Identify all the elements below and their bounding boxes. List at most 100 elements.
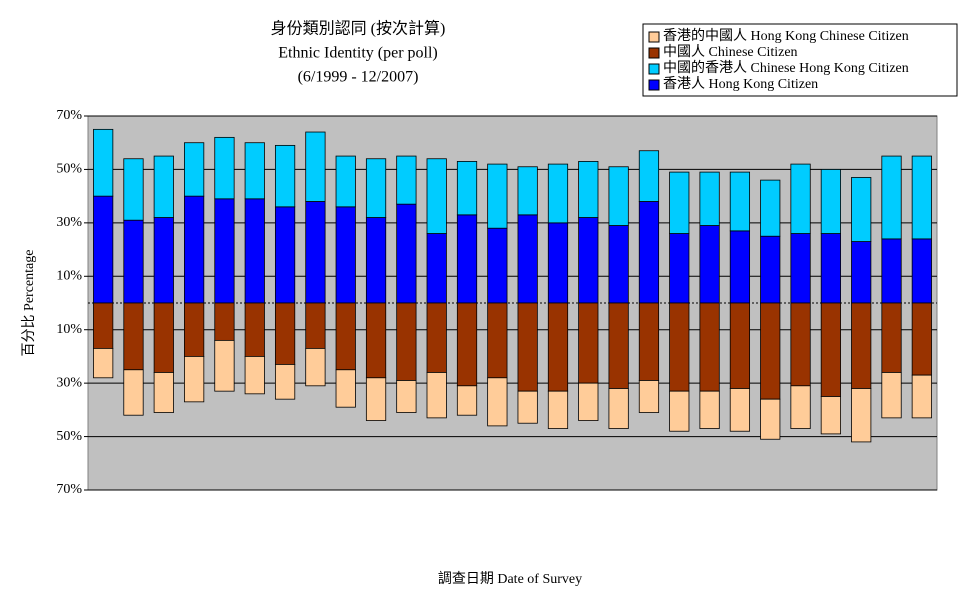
bar-segment: [578, 161, 599, 218]
bar-segment: [305, 348, 326, 387]
y-tick-label: 70%: [56, 108, 82, 123]
bar-segment: [487, 302, 508, 379]
bar-segment: [93, 348, 114, 379]
bar-segment: [729, 171, 751, 232]
bar-segment: [184, 302, 205, 357]
bar-segment: [911, 238, 932, 304]
legend-box: [642, 23, 958, 97]
bar-segment: [608, 302, 629, 389]
bar-segment: [881, 238, 902, 304]
bar-segment: [760, 179, 781, 237]
bar-segment: [851, 241, 872, 304]
bar-segment: [790, 302, 811, 387]
bar-segment: [820, 169, 841, 234]
bar-segment: [396, 380, 417, 413]
bar-segment: [184, 195, 205, 304]
bar-segment: [517, 214, 538, 304]
bar-segment: [123, 369, 144, 416]
bar-segment: [426, 158, 447, 234]
bar-segment: [851, 302, 872, 389]
bar-segment: [790, 233, 811, 304]
bar-segment: [608, 225, 629, 304]
bar-segment: [699, 302, 720, 392]
bar-segment: [699, 225, 720, 304]
y-tick-label: 50%: [56, 162, 82, 177]
bar-segment: [365, 217, 387, 304]
bar-segment: [638, 150, 660, 202]
x-axis-label: 調查日期 Date of Survey: [438, 571, 582, 587]
bar-segment: [426, 302, 447, 373]
bar-segment: [214, 136, 235, 200]
bar-segment: [608, 388, 629, 429]
bar-segment: [608, 166, 629, 226]
y-tick-label: 10%: [56, 269, 82, 284]
legend-label: 中國人 Chinese Citizen: [663, 44, 798, 60]
y-tick-label: 50%: [56, 429, 82, 444]
bar-segment: [578, 217, 599, 304]
bar-segment: [456, 302, 478, 387]
bar-segment: [699, 390, 720, 429]
bar-segment: [456, 385, 478, 416]
bar-segment: [911, 155, 932, 240]
y-axis-label: 百分比 Percentage: [21, 250, 37, 357]
bar-segment: [487, 163, 508, 229]
legend-swatch: [648, 47, 660, 59]
bar-segment: [820, 302, 841, 397]
bar-segment: [396, 203, 417, 304]
bar-segment: [244, 198, 265, 304]
chart-title: 身份類別認同 (按次計算): [271, 19, 446, 38]
bar-segment: [123, 158, 144, 221]
bar-segment: [699, 171, 720, 226]
bar-segment: [638, 380, 660, 413]
bar-segment: [547, 163, 569, 224]
y-tick-label: 10%: [56, 322, 82, 337]
bar-segment: [184, 356, 205, 403]
bar-segment: [638, 302, 660, 381]
bar-segment: [881, 372, 902, 419]
bar-segment: [93, 195, 114, 304]
bar-segment: [153, 302, 174, 373]
bar-segment: [729, 388, 751, 432]
bar-segment: [456, 214, 478, 304]
bar-segment: [911, 374, 932, 419]
bar-segment: [274, 144, 296, 208]
bar-segment: [365, 158, 387, 218]
chart-title: Ethnic Identity (per poll): [278, 45, 438, 62]
bar-segment: [547, 222, 569, 304]
y-tick-label: 30%: [56, 375, 82, 390]
bar-segment: [426, 372, 447, 419]
bar-segment: [274, 206, 296, 304]
bar-segment: [517, 166, 538, 216]
bar-segment: [790, 385, 811, 429]
bar-segment: [244, 356, 265, 395]
bar-segment: [669, 171, 690, 234]
bar-segment: [244, 142, 265, 200]
legend-label: 香港人 Hong Kong Citizen: [663, 76, 818, 92]
legend-swatch: [648, 63, 660, 75]
bar-segment: [335, 302, 356, 371]
bar-segment: [820, 233, 841, 304]
bar-segment: [760, 235, 781, 304]
bar-segment: [305, 201, 326, 304]
bar-segment: [274, 364, 296, 400]
bar-segment: [517, 390, 538, 424]
bar-segment: [305, 302, 326, 349]
bar-segment: [335, 155, 356, 208]
bar-segment: [547, 302, 569, 392]
bar-segment: [426, 233, 447, 304]
legend-label: 香港的中國人 Hong Kong Chinese Citizen: [663, 28, 909, 44]
bar-segment: [244, 302, 265, 357]
bar-segment: [669, 390, 690, 432]
bar-segment: [365, 377, 387, 421]
bar-segment: [184, 142, 205, 197]
bar-segment: [214, 302, 235, 341]
bar-segment: [456, 161, 478, 216]
bar-segment: [881, 302, 902, 373]
bar-segment: [517, 302, 538, 392]
bar-segment: [305, 131, 326, 202]
bar-segment: [669, 302, 690, 392]
bar-segment: [153, 217, 174, 304]
chart-title: (6/1999 - 12/2007): [298, 69, 419, 86]
y-tick-label: 30%: [56, 215, 82, 230]
